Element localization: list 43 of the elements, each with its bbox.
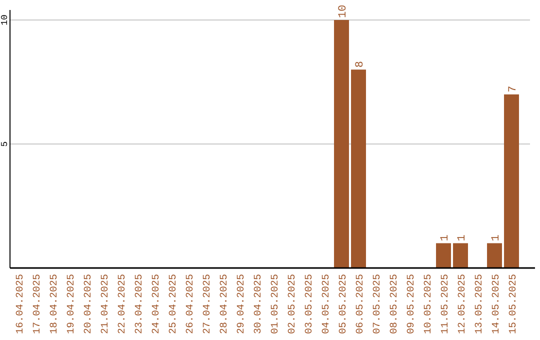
x-tick-label: 17.04.2025 bbox=[32, 274, 44, 334]
bar bbox=[334, 20, 349, 268]
x-tick-label: 03.05.2025 bbox=[304, 274, 316, 334]
data-label: 7 bbox=[508, 86, 520, 92]
y-tick-label: 5 bbox=[0, 141, 10, 147]
x-tick-label: 07.05.2025 bbox=[372, 274, 384, 334]
data-label: 8 bbox=[354, 60, 366, 68]
x-tick-label: 14.05.2025 bbox=[492, 274, 502, 334]
bar bbox=[504, 94, 519, 268]
data-label: 10 bbox=[338, 4, 350, 18]
x-tick-label: 27.04.2025 bbox=[202, 274, 214, 334]
x-tick-label: 10.05.2025 bbox=[424, 274, 434, 334]
x-tick-label: 11.05.2025 bbox=[440, 274, 452, 334]
x-tick-label: 02.05.2025 bbox=[288, 274, 298, 334]
bar bbox=[351, 70, 366, 268]
x-tick-label: 16.04.2025 bbox=[16, 274, 26, 334]
data-label: 1 bbox=[456, 234, 468, 242]
x-tick-label: 22.04.2025 bbox=[118, 274, 128, 334]
x-tick-label: 23.04.2025 bbox=[134, 274, 146, 334]
x-tick-label: 28.04.2025 bbox=[220, 274, 230, 334]
x-tick-label: 08.05.2025 bbox=[390, 274, 400, 334]
x-tick-label: 09.05.2025 bbox=[406, 274, 418, 334]
x-tick-label: 06.05.2025 bbox=[356, 274, 366, 334]
x-tick-label: 05.05.2025 bbox=[338, 274, 350, 334]
x-tick-label: 18.04.2025 bbox=[50, 274, 60, 334]
x-tick-label: 12.05.2025 bbox=[458, 274, 468, 334]
bar bbox=[453, 243, 468, 268]
x-tick-label: 20.04.2025 bbox=[84, 274, 94, 334]
x-tick-label: 24.04.2025 bbox=[152, 274, 162, 334]
x-tick-label: 13.05.2025 bbox=[474, 274, 486, 334]
x-tick-label: 15.05.2025 bbox=[508, 274, 520, 334]
x-tick-label: 21.04.2025 bbox=[100, 274, 112, 334]
bar bbox=[436, 243, 451, 268]
data-label: 1 bbox=[440, 234, 452, 242]
bar bbox=[487, 243, 502, 268]
x-tick-label: 04.05.2025 bbox=[322, 274, 332, 334]
x-tick-label: 01.05.2025 bbox=[270, 274, 282, 334]
x-tick-label: 29.04.2025 bbox=[236, 274, 248, 334]
x-tick-label: 19.04.2025 bbox=[66, 274, 78, 334]
x-tick-label: 26.04.2025 bbox=[186, 274, 196, 334]
x-tick-label: 25.04.2025 bbox=[168, 274, 180, 334]
data-label: 1 bbox=[490, 234, 502, 242]
x-tick-label: 30.04.2025 bbox=[254, 274, 264, 334]
